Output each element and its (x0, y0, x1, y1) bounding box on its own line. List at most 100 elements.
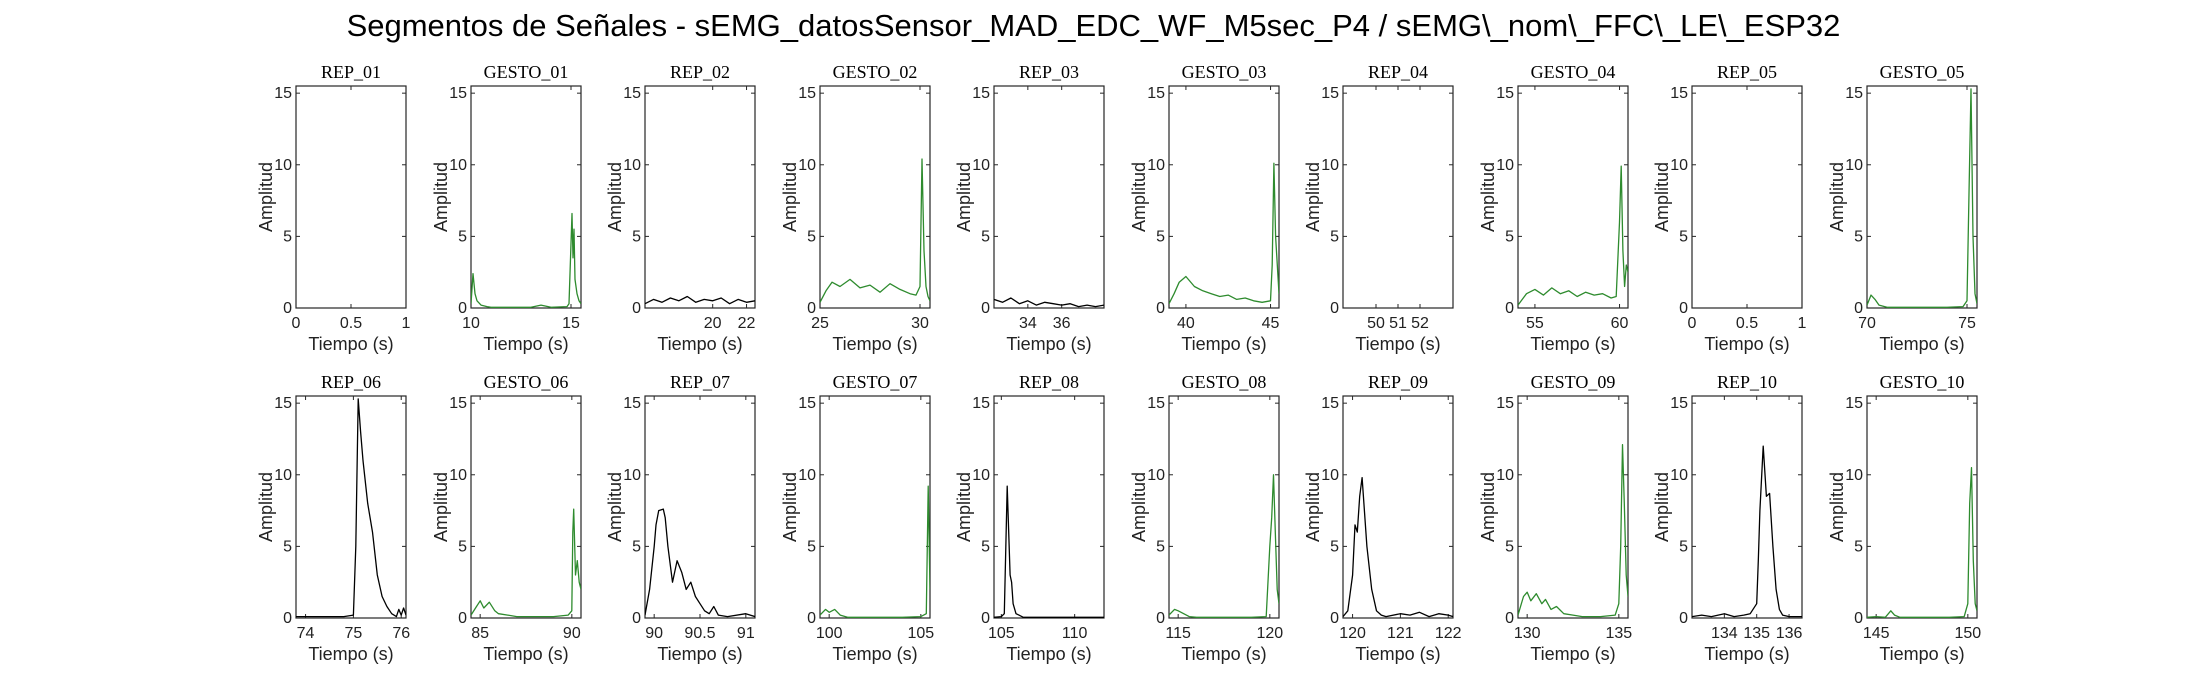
y-tick-label: 15 (798, 395, 816, 412)
x-axis-label: Tiempo (s) (483, 644, 568, 664)
x-tick-label: 0.5 (340, 315, 362, 332)
x-tick-label: 110 (1062, 625, 1088, 642)
y-tick-label: 0 (1156, 610, 1165, 627)
subplot-title: REP_01 (321, 62, 381, 82)
axes-box (295, 395, 407, 619)
y-tick-label: 15 (1845, 395, 1863, 412)
subplot-title: REP_05 (1717, 62, 1777, 82)
axes-box (1517, 395, 1629, 619)
x-tick-label: 34 (1019, 315, 1037, 332)
y-axis-label: Amplitud (1652, 162, 1672, 232)
y-axis-label: Amplitud (431, 162, 451, 232)
axes-box (993, 395, 1105, 619)
y-tick-label: 5 (1854, 228, 1863, 245)
y-tick-label: 0 (458, 300, 467, 317)
signal-line (994, 297, 1104, 308)
x-axis-label: Tiempo (s) (657, 334, 742, 354)
y-tick-label: 15 (274, 85, 292, 102)
x-tick-label: 121 (1387, 625, 1414, 642)
subplot-gesto-05: GESTO_05 0 5 10 15 70 75 Tiempo (s) Amplitud (1827, 62, 1978, 354)
y-tick-label: 5 (1330, 538, 1339, 555)
y-tick-label: 15 (1845, 85, 1863, 102)
x-axis-label: Tiempo (s) (832, 644, 917, 664)
y-tick-label: 15 (449, 395, 467, 412)
y-tick-label: 10 (274, 467, 292, 484)
y-tick-label: 15 (449, 85, 467, 102)
x-tick-label: 22 (738, 315, 756, 332)
x-tick-label: 105 (907, 625, 934, 642)
y-axis-label: Amplitud (605, 162, 625, 232)
y-tick-label: 0 (632, 300, 641, 317)
subplot-title: GESTO_06 (484, 372, 569, 392)
x-axis-label: Tiempo (s) (657, 644, 742, 664)
subplot-rep-04: REP_04 0 5 10 15 50 51 52 Tiempo (s) Amplitud (1303, 62, 1454, 354)
y-tick-label: 0 (283, 610, 292, 627)
x-tick-label: 70 (1858, 315, 1876, 332)
subplot-gesto-04: GESTO_04 0 5 10 15 55 60 Tiempo (s) Amplitud (1478, 62, 1629, 354)
y-tick-label: 10 (1496, 157, 1514, 174)
y-tick-label: 0 (1156, 300, 1165, 317)
x-tick-label: 122 (1435, 625, 1462, 642)
axes-box (470, 395, 582, 619)
subplot-gesto-03: GESTO_03 0 5 10 15 40 45 Tiempo (s) Amplitud (1129, 62, 1280, 354)
y-tick-label: 15 (1670, 85, 1688, 102)
y-tick-label: 10 (1496, 467, 1514, 484)
signal-line (471, 508, 581, 618)
axes-box (644, 395, 756, 619)
subplot-title: GESTO_03 (1182, 62, 1267, 82)
x-tick-label: 120 (1256, 625, 1283, 642)
x-axis-label: Tiempo (s) (1355, 334, 1440, 354)
subplot-title: GESTO_07 (833, 372, 918, 392)
x-tick-label: 51 (1389, 315, 1407, 332)
y-tick-label: 0 (1679, 300, 1688, 317)
y-tick-label: 15 (1321, 85, 1339, 102)
y-tick-label: 5 (458, 228, 467, 245)
y-tick-label: 15 (1147, 395, 1165, 412)
y-tick-label: 10 (972, 467, 990, 484)
subplot-title: REP_10 (1717, 372, 1777, 392)
subplot-title: REP_07 (670, 372, 730, 392)
y-tick-label: 10 (449, 157, 467, 174)
x-tick-label: 25 (811, 315, 829, 332)
y-tick-label: 10 (1845, 467, 1863, 484)
y-tick-label: 0 (632, 610, 641, 627)
y-tick-label: 15 (623, 85, 641, 102)
axes-box (819, 395, 931, 619)
axes-box (1691, 395, 1803, 619)
subplot-title: GESTO_08 (1182, 372, 1267, 392)
x-tick-label: 75 (1958, 315, 1976, 332)
axes-box (644, 85, 756, 309)
x-axis-label: Tiempo (s) (308, 644, 393, 664)
figure-title: Segmentos de Señales - sEMG_datosSensor_… (346, 8, 1841, 43)
axes-box (1168, 395, 1280, 619)
x-tick-label: 1 (402, 315, 411, 332)
y-tick-label: 0 (807, 610, 816, 627)
y-tick-label: 5 (1156, 228, 1165, 245)
subplot-rep-09: REP_09 0 5 10 15 120 121 122 Tiempo (s) Amplitud (1303, 372, 1462, 664)
y-tick-label: 5 (458, 538, 467, 555)
y-tick-label: 0 (981, 610, 990, 627)
y-tick-label: 5 (1679, 228, 1688, 245)
y-tick-label: 5 (632, 228, 641, 245)
x-axis-label: Tiempo (s) (483, 334, 568, 354)
y-tick-label: 0 (283, 300, 292, 317)
x-tick-label: 135 (1743, 625, 1770, 642)
x-tick-label: 105 (988, 625, 1015, 642)
x-axis-label: Tiempo (s) (1006, 334, 1091, 354)
signal-line (471, 212, 581, 308)
x-tick-label: 85 (471, 625, 489, 642)
x-tick-label: 135 (1605, 625, 1632, 642)
signal-line (1518, 444, 1628, 618)
y-tick-label: 10 (623, 157, 641, 174)
x-axis-label: Tiempo (s) (1181, 644, 1266, 664)
subplot-title: REP_02 (670, 62, 730, 82)
y-tick-label: 0 (1330, 300, 1339, 317)
subplot-rep-05: REP_05 0 5 10 15 0 0.5 1 Tiempo (s) Amplitud (1652, 62, 1807, 354)
subplot-gesto-09: GESTO_09 0 5 10 15 130 135 Tiempo (s) Amplitud (1478, 372, 1632, 664)
x-axis-label: Tiempo (s) (1006, 644, 1091, 664)
y-axis-label: Amplitud (1303, 472, 1323, 542)
signal-line (1343, 476, 1453, 618)
x-tick-label: 30 (911, 315, 929, 332)
